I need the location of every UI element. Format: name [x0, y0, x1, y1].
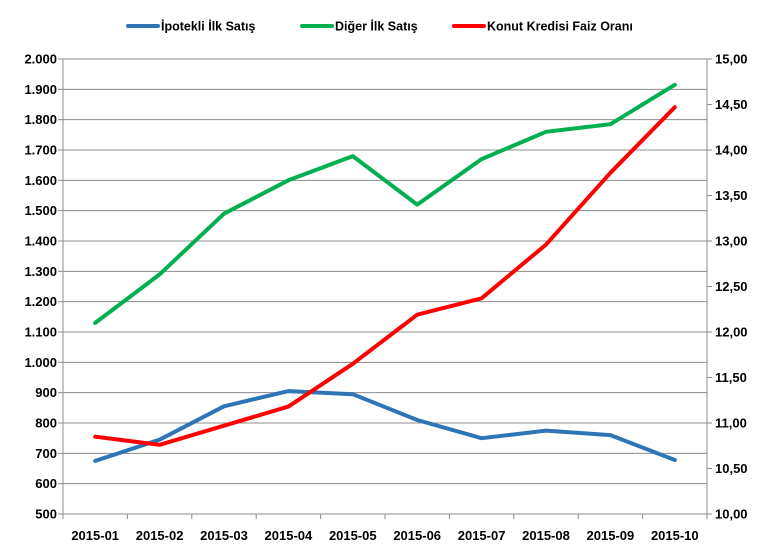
right-axis-tick-labels: 10,00 10,50 11,00 11,50 12,00 12,50 13,00 13,50… [715, 52, 748, 522]
series-lines [93, 82, 677, 463]
x-tick-label: 2015-07 [458, 528, 506, 543]
legend-label: Konut Kredisi Faiz Oranı [487, 20, 633, 34]
left-tick-label: 700 [35, 446, 57, 461]
left-tick-label: 1.000 [24, 355, 57, 370]
right-tick-label: 10,00 [715, 507, 748, 522]
x-axis-tick-labels: 2015-01 2015-02 2015-03 2015-04 2015-05 2015-… [71, 528, 698, 543]
left-tick-label: 1.700 [24, 143, 57, 158]
left-tick-label: 1.800 [24, 112, 57, 127]
left-tick-label: 1.300 [24, 264, 57, 279]
left-tick-label: 1.400 [24, 234, 57, 249]
right-tick-label: 12,00 [715, 325, 748, 340]
legend-label: Diğer İlk Satış [335, 19, 418, 34]
left-tick-label: 600 [35, 476, 57, 491]
left-tick-label: 1.500 [24, 203, 57, 218]
x-tick-label: 2015-03 [200, 528, 248, 543]
gridlines [63, 58, 707, 515]
series-line-3 [93, 105, 677, 447]
x-tick-label: 2015-10 [651, 528, 699, 543]
series-line-2 [93, 82, 677, 325]
right-tick-label: 11,00 [715, 416, 747, 431]
legend-label: İpotekli İlk Satış [161, 19, 256, 34]
x-tick-label: 2015-06 [393, 528, 441, 543]
left-tick-label: 1.600 [24, 173, 57, 188]
x-tick-label: 2015-02 [136, 528, 184, 543]
left-axis-tick-labels: 500 600 700 800 900 1.000 1.100 1.200 1.300 1.400… [24, 52, 57, 522]
x-tick-label: 2015-04 [265, 528, 313, 543]
right-tick-label: 14,50 [715, 97, 748, 112]
left-tick-label: 1.100 [24, 325, 57, 340]
x-tick-label: 2015-08 [522, 528, 570, 543]
right-tick-label: 11,50 [715, 370, 747, 385]
left-tick-label: 2.000 [24, 52, 57, 67]
left-tick-label: 800 [35, 416, 57, 431]
x-tick-label: 2015-01 [71, 528, 119, 543]
x-tick-label: 2015-09 [587, 528, 635, 543]
right-tick-label: 12,50 [715, 279, 748, 294]
axes [58, 58, 712, 519]
series-line-1 [93, 389, 677, 463]
right-tick-label: 14,00 [715, 143, 748, 158]
left-tick-label: 900 [35, 385, 57, 400]
right-tick-label: 15,00 [715, 52, 748, 67]
right-tick-label: 10,50 [715, 461, 748, 476]
right-tick-label: 13,50 [715, 188, 748, 203]
left-tick-label: 500 [35, 507, 57, 522]
x-tick-label: 2015-05 [329, 528, 377, 543]
left-tick-label: 1.900 [24, 82, 57, 97]
legend: İpotekli İlk Satış Diğer İlk Satış Konut K… [126, 19, 633, 34]
right-tick-label: 13,00 [715, 234, 748, 249]
left-tick-label: 1.200 [24, 294, 57, 309]
